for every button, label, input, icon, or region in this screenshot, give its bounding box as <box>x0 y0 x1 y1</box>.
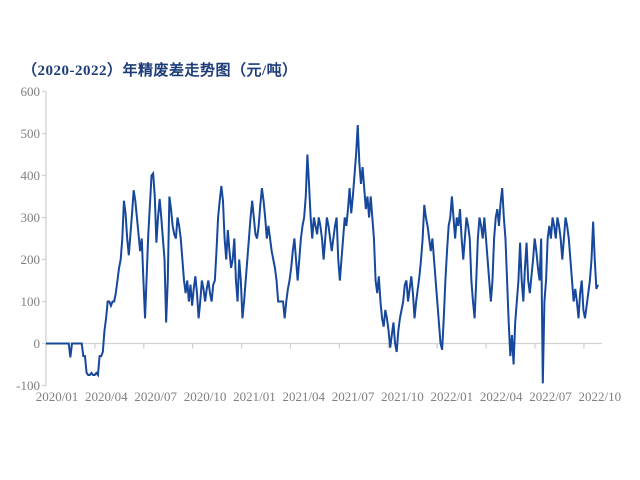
x-tick-label: 2022/01 <box>430 389 473 404</box>
chart-title: （2020-2022）年精废差走势图（元/吨） <box>22 63 298 79</box>
y-tick-label: 300 <box>21 210 41 225</box>
y-tick-label: 500 <box>21 126 41 141</box>
x-tick-label: 2020/04 <box>85 389 128 404</box>
y-tick-label: -100 <box>16 378 40 393</box>
x-tick-label: 2020/10 <box>184 389 227 404</box>
x-tick-label: 2021/04 <box>282 389 325 404</box>
y-tick-label: 400 <box>21 168 41 183</box>
y-tick-label: 600 <box>21 84 41 99</box>
y-tick-label: 200 <box>21 252 41 267</box>
x-tick-label: 2021/07 <box>332 389 375 404</box>
x-tick-label: 2021/01 <box>233 389 276 404</box>
x-tick-label: 2022/07 <box>529 389 572 404</box>
x-tick-label: 2020/07 <box>134 389 177 404</box>
x-tick-label: 2022/04 <box>480 389 523 404</box>
y-tick-label: 0 <box>34 336 41 351</box>
x-tick-label: 2020/01 <box>36 389 79 404</box>
x-tick-label: 2021/10 <box>381 389 424 404</box>
trend-line <box>46 125 599 384</box>
x-tick-label: 2022/10 <box>579 389 622 404</box>
y-tick-label: 100 <box>21 294 41 309</box>
